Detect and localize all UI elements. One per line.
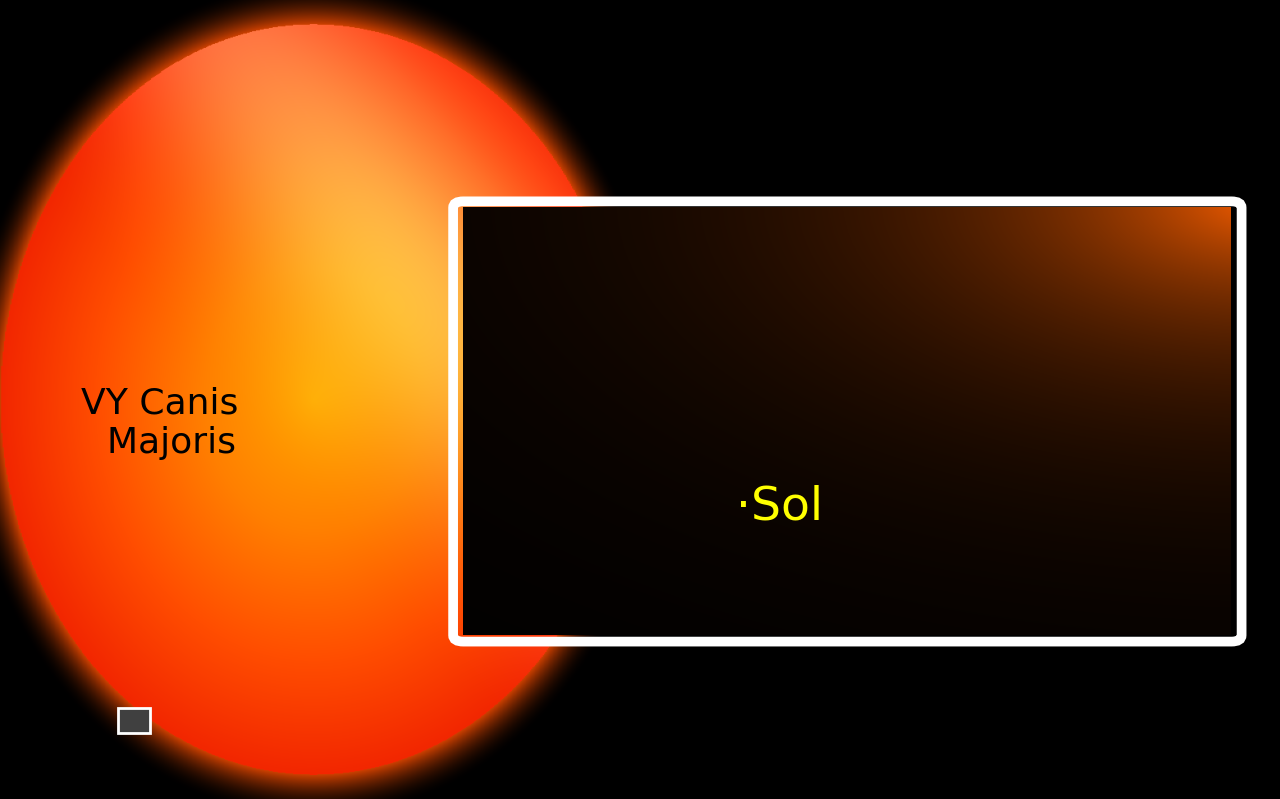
Text: ·Sol: ·Sol	[736, 485, 823, 530]
Text: VY Canis
  Majoris: VY Canis Majoris	[82, 387, 238, 460]
Bar	[118, 708, 150, 733]
